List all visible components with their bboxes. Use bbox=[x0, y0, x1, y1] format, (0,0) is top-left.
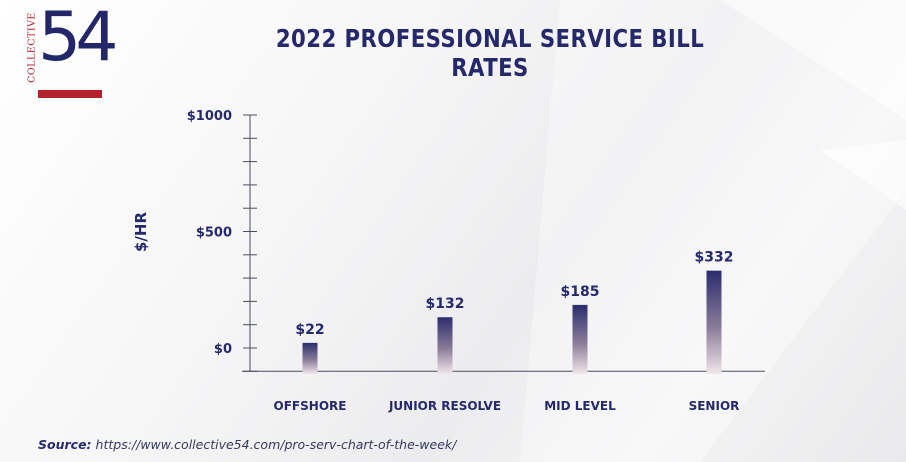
bar bbox=[302, 342, 318, 374]
bar-value-label: $332 bbox=[695, 250, 734, 266]
bar-value-label: $185 bbox=[561, 284, 600, 300]
bar-value-label: $22 bbox=[295, 322, 324, 338]
source-url[interactable]: https://www.collective54.com/pro-serv-ch… bbox=[95, 437, 457, 452]
y-axis-label: $/HR bbox=[132, 212, 150, 252]
y-tick-label: $1000 bbox=[187, 109, 232, 124]
logo-underline bbox=[38, 90, 102, 98]
x-category-label: MID LEVEL bbox=[544, 399, 616, 413]
bar-value-label: $132 bbox=[426, 296, 465, 312]
collective54-logo: COLLECTIVE 54 bbox=[18, 4, 118, 100]
source-label: Source: bbox=[38, 437, 92, 452]
x-category-label: JUNIOR RESOLVE bbox=[388, 399, 501, 413]
chart-title: 2022 PROFESSIONAL SERVICE BILL RATES bbox=[275, 24, 705, 82]
y-tick-label: $0 bbox=[214, 342, 232, 357]
x-category-label: OFFSHORE bbox=[274, 399, 347, 413]
source-note: Source: https://www.collective54.com/pro… bbox=[38, 437, 456, 452]
logo-number: 54 bbox=[38, 0, 118, 77]
y-tick-label: $500 bbox=[196, 226, 232, 241]
x-category-label: SENIOR bbox=[689, 399, 740, 413]
bar bbox=[437, 317, 453, 374]
bar bbox=[572, 304, 588, 374]
bar bbox=[706, 270, 722, 374]
